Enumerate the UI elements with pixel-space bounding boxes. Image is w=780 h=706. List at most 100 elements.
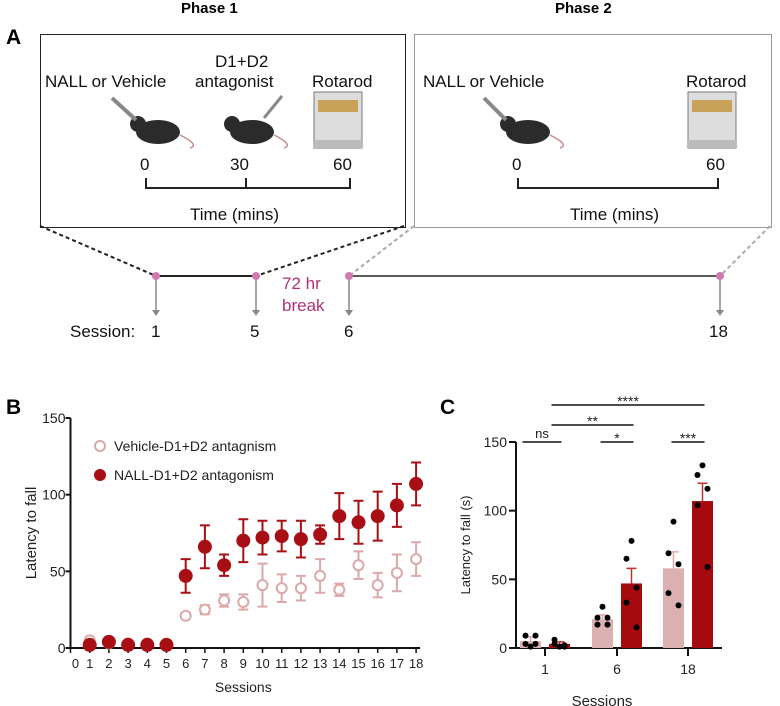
phase1-tick: 30: [230, 155, 249, 174]
x-tick-label: 18: [680, 661, 696, 677]
data-point: [527, 643, 534, 650]
y-tick-label: 150: [42, 410, 66, 426]
x-tick-label: 10: [255, 656, 269, 671]
y-tick-label: 150: [484, 434, 508, 450]
y-tick-label: 100: [42, 487, 66, 503]
x-tick-label: 11: [275, 656, 289, 671]
rotarod-icon: [687, 91, 737, 149]
data-point: [665, 550, 672, 557]
x-tick-label: 4: [144, 656, 151, 671]
session-1: 1: [151, 322, 161, 341]
legend-marker: [94, 469, 106, 481]
data-point: [371, 579, 384, 592]
phase1-box: [40, 34, 406, 228]
data-point: [313, 527, 328, 542]
data-point: [370, 509, 385, 524]
data-point: [332, 509, 347, 524]
x-tick-label: 8: [220, 656, 227, 671]
mouse-icon: [110, 96, 195, 149]
data-point: [198, 603, 211, 616]
phase2-title: Phase 2: [555, 0, 612, 17]
data-point: [556, 643, 563, 650]
significance-label: ****: [617, 393, 639, 409]
x-tick-label: 6: [182, 656, 189, 671]
y-axis-label: Latency to fall (s): [458, 496, 473, 595]
session-6: 6: [344, 322, 354, 341]
panel-c-label: C: [440, 396, 456, 419]
data-point: [594, 621, 601, 628]
y-axis-label: Latency to fall: [23, 487, 40, 580]
data-point: [389, 498, 404, 513]
panel-a-label: A: [6, 26, 22, 49]
data-point: [532, 640, 539, 647]
phase2-step2: Rotarod: [686, 72, 747, 91]
data-point: [670, 518, 677, 525]
y-tick-label: 50: [491, 571, 507, 587]
x-axis-label: Sessions: [215, 679, 272, 695]
bar: [663, 568, 684, 648]
data-point: [410, 553, 423, 566]
x-tick-label: 1: [541, 661, 549, 677]
data-point: [217, 558, 232, 573]
phase2-tick: 60: [706, 155, 725, 174]
data-point: [694, 502, 701, 509]
timeline: [39, 225, 771, 316]
x-tick-label: 6: [613, 661, 621, 677]
data-point: [665, 590, 672, 597]
data-point: [274, 529, 289, 544]
phase1-step2b: antagonist: [195, 72, 274, 91]
data-point: [604, 621, 611, 628]
x-tick-label: 15: [351, 656, 365, 671]
data-point: [532, 632, 539, 639]
y-tick-label: 0: [58, 640, 66, 656]
data-point: [551, 640, 558, 647]
y-tick-label: 100: [484, 503, 508, 519]
phase1-title: Phase 1: [181, 0, 238, 17]
data-point: [390, 566, 403, 579]
data-point: [623, 599, 630, 606]
x-tick-label: 0: [72, 656, 79, 671]
significance-label: **: [587, 413, 598, 429]
data-point: [522, 632, 529, 639]
x-tick-label: 9: [240, 656, 247, 671]
data-point: [275, 582, 288, 595]
data-point: [352, 559, 365, 572]
data-point: [694, 471, 701, 478]
data-point: [159, 637, 174, 652]
data-point: [623, 555, 630, 562]
x-tick-label: 17: [390, 656, 404, 671]
phase2-axis-label: Time (mins): [570, 205, 660, 224]
x-tick-label: 1: [86, 656, 93, 671]
phase1-tick: 60: [333, 155, 352, 174]
bar: [692, 501, 713, 648]
data-point: [293, 532, 308, 547]
data-point: [704, 485, 711, 492]
data-point: [236, 533, 251, 548]
data-point: [675, 561, 682, 568]
rotarod-icon: [313, 91, 363, 149]
x-tick-label: 2: [105, 656, 112, 671]
data-point: [256, 579, 269, 592]
x-axis-label: Sessions: [572, 693, 633, 706]
data-point: [82, 637, 97, 652]
data-point: [551, 636, 558, 643]
phase1-axis-label: Time (mins): [190, 205, 280, 224]
data-point: [604, 614, 611, 621]
data-point: [522, 640, 529, 647]
x-tick-label: 14: [332, 656, 346, 671]
legend-marker: [94, 440, 106, 452]
data-point: [140, 637, 155, 652]
significance-label: ns: [535, 426, 549, 441]
phase1-step3: Rotarod: [312, 72, 373, 91]
data-point: [699, 462, 706, 469]
session-18: 18: [709, 322, 728, 341]
phase1-step2a: D1+D2: [215, 52, 269, 71]
data-point: [314, 569, 327, 582]
session-label: Session:: [70, 322, 136, 341]
data-point: [101, 634, 116, 649]
data-point: [237, 596, 250, 608]
phase2-step1: NALL or Vehicle: [423, 72, 545, 91]
